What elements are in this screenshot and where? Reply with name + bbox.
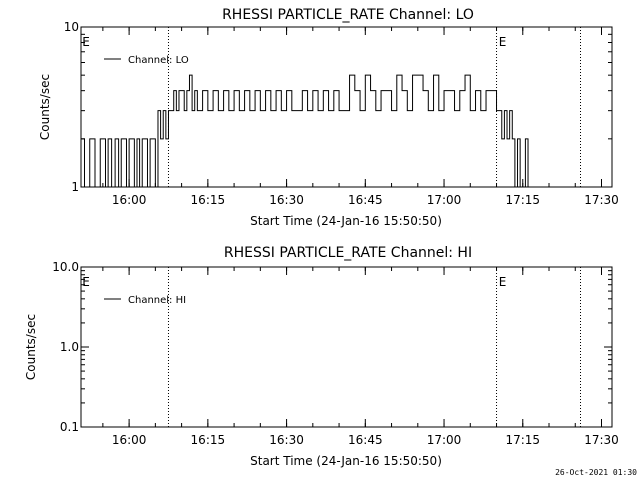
- panel-lo-xtick-label: 16:30: [269, 193, 304, 207]
- panel-lo-xtick-label: 16:45: [348, 193, 383, 207]
- panel-lo-xlabel: Start Time (24-Jan-16 15:50:50): [250, 214, 442, 228]
- panel-hi-xticks: 16:00 16:15 16:30 16:45 17:00 17:15 17:30: [102, 267, 619, 447]
- panel-hi-xtick-label: 17:00: [427, 433, 462, 447]
- panel-lo-ytick-label: 1: [71, 180, 79, 194]
- panel-hi-xtick-label: 16:30: [269, 433, 304, 447]
- panel-hi-frame: [80, 266, 613, 428]
- panel-lo-xtick-label: 17:00: [427, 193, 462, 207]
- panel-hi-ylabel: Counts/sec: [24, 314, 38, 380]
- panel-hi-yticks: 0.1 1.0 10.0: [52, 260, 612, 434]
- panel-hi-marker-label: E: [82, 275, 90, 289]
- panel-lo-marker-label: E: [499, 35, 507, 49]
- panel-lo-ylabel: Counts/sec: [38, 74, 52, 140]
- panel-lo-series-line: [81, 74, 534, 188]
- panel-lo-marker-label: E: [82, 35, 90, 49]
- panel-hi-ytick-label: 10.0: [52, 260, 79, 274]
- panel-hi-xtick-label: 17:15: [505, 433, 540, 447]
- panel-lo-frame: [80, 26, 613, 188]
- panel-lo-xtick-label: 16:15: [191, 193, 226, 207]
- panel-lo-xtick-label: 17:15: [505, 193, 540, 207]
- panel-hi-ytick-label: 0.1: [60, 420, 79, 434]
- panel-lo-xtick-label: 16:00: [112, 193, 147, 207]
- panel-hi-title: RHESSI PARTICLE_RATE Channel: HI: [224, 245, 472, 261]
- panel-hi-legend-label: Channel: HI: [128, 295, 186, 306]
- panel-lo-xtick-label: 17:30: [584, 193, 619, 207]
- timestamp-stamp: 26-Oct-2021 01:30: [555, 468, 637, 477]
- panel-hi-xtick-label: 16:00: [112, 433, 147, 447]
- panel-hi-xtick-label: 16:45: [348, 433, 383, 447]
- panel-lo-xticks: 16:00 16:15 16:30 16:45 17:00 17:15 17:30: [102, 27, 619, 207]
- panel-lo-legend-label: Channel: LO: [128, 55, 189, 66]
- panel-lo-ytick-label: 10: [64, 20, 79, 34]
- panel-hi-xlabel: Start Time (24-Jan-16 15:50:50): [250, 454, 442, 468]
- panel-lo-title: RHESSI PARTICLE_RATE Channel: LO: [222, 7, 474, 23]
- panel-hi-xtick-label: 17:30: [584, 433, 619, 447]
- panel-hi-ytick-label: 1.0: [60, 340, 79, 354]
- panel-hi-xtick-label: 16:15: [191, 433, 226, 447]
- panel-lo-yticks: 1 10: [64, 20, 612, 194]
- panel-hi-marker-label: E: [499, 275, 507, 289]
